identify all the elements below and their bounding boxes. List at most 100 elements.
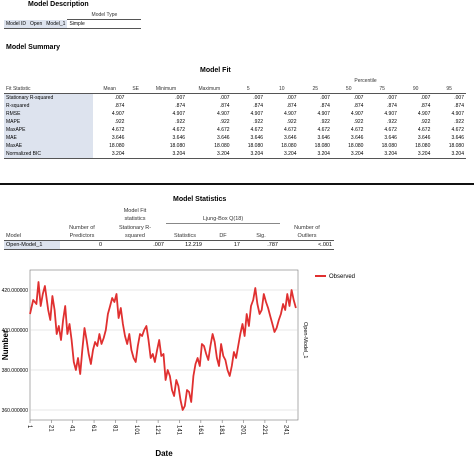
fit-cell: 4.907 bbox=[283, 111, 297, 117]
fit-cell: 3.204 bbox=[317, 151, 330, 157]
model-fit-table: Percentile Fit Statistic Mean SE Minimum Max… bbox=[4, 77, 466, 159]
fit-cell: .007 bbox=[219, 95, 230, 101]
fit-cell bbox=[126, 110, 145, 118]
fit-column-header: SE bbox=[132, 86, 139, 92]
stats-row-df: 17 bbox=[233, 242, 240, 248]
fit-cell: 18.080 bbox=[169, 143, 186, 149]
model-type-value: Simple bbox=[69, 21, 85, 27]
fit-cell: 4.907 bbox=[350, 111, 364, 117]
fit-cell bbox=[126, 150, 145, 159]
fit-column-header: Minimum bbox=[155, 86, 177, 92]
y-axis-label: Number bbox=[1, 330, 10, 360]
fit-row: RMSE 4.907 4.907 4.907 4.907 4.907 4.907 4.907 4… bbox=[4, 110, 466, 118]
x-tick-label: 221 bbox=[261, 425, 267, 436]
fit-cell: 18.080 bbox=[415, 143, 431, 149]
df-header: DF bbox=[219, 233, 227, 239]
fit-cell: .922 bbox=[454, 119, 464, 125]
fit-row-label: MaxAE bbox=[4, 142, 93, 150]
x-axis-label: Date bbox=[155, 449, 173, 458]
fit-cell: 4.907 bbox=[250, 111, 264, 117]
fit-cell: 4.907 bbox=[384, 111, 397, 117]
predictors-header-2: Predictors bbox=[69, 233, 95, 239]
model-statistics-table: Model Fit statistics Ljung-Box Q(18) Num… bbox=[4, 207, 334, 250]
fit-column-header: 90 bbox=[412, 86, 419, 92]
section-divider bbox=[0, 183, 474, 185]
x-tick-label: 121 bbox=[154, 425, 160, 436]
x-axis-ticks: 1 21 41 61 81 101 121 141 161 181 201 221 241 bbox=[26, 420, 288, 436]
fit-stats-header-1: Model Fit bbox=[123, 208, 147, 214]
fit-cell: .922 bbox=[286, 119, 297, 125]
x-tick-label: 1 bbox=[26, 425, 32, 429]
x-tick-label: 201 bbox=[240, 425, 246, 436]
fit-row: Stationary R-squared .007 .007 .007 .007 .007… bbox=[4, 93, 466, 102]
model-type-header: Model Type bbox=[67, 11, 142, 20]
fit-cell: 4.907 bbox=[451, 111, 464, 117]
fit-cell: .874 bbox=[253, 103, 264, 109]
fit-cell: 3.646 bbox=[283, 135, 297, 141]
fit-cell: .874 bbox=[454, 103, 464, 109]
fit-stats-header-4: squared bbox=[125, 233, 145, 239]
fit-column-header: 10 bbox=[278, 86, 285, 92]
fit-cell: 4.672 bbox=[384, 127, 397, 133]
fit-row-label: MaxAPE bbox=[4, 126, 93, 134]
fit-cell: 4.672 bbox=[317, 127, 330, 133]
fit-row: MAE 3.646 3.646 3.646 3.646 3.646 3.646 3.646 3.… bbox=[4, 134, 466, 142]
y-tick-label: 400.000000 bbox=[2, 328, 29, 334]
fit-cell: 4.672 bbox=[350, 127, 364, 133]
fit-row-label: RMSE bbox=[4, 110, 93, 118]
ljung-box-header: Ljung-Box Q(18) bbox=[166, 215, 280, 224]
fit-cell: .922 bbox=[114, 119, 125, 125]
outliers-header-1: Number of bbox=[294, 224, 320, 231]
fit-stats-header-3: Stationary R- bbox=[118, 224, 152, 231]
fit-cell: .007 bbox=[420, 95, 431, 101]
fit-cell: .874 bbox=[175, 103, 186, 109]
fit-cell: .007 bbox=[286, 95, 297, 101]
percentile-header: Percentile bbox=[354, 78, 377, 84]
fit-cell: 18.080 bbox=[281, 143, 297, 149]
y-tick-label: 380.000000 bbox=[2, 368, 29, 374]
model-id-model: Model_1 bbox=[44, 19, 68, 29]
fit-cell: .922 bbox=[353, 119, 364, 125]
x-tick-label: 181 bbox=[218, 425, 224, 436]
model-header: Model bbox=[6, 233, 21, 239]
stats-row-statistics: 12.219 bbox=[185, 242, 202, 248]
fit-row: MAPE .922 .922 .922 .922 .922 .922 .922 .922 .922… bbox=[4, 118, 466, 126]
model-side-label: Open-Model_1 bbox=[302, 322, 308, 358]
fit-cell: 4.672 bbox=[283, 127, 297, 133]
fit-cell: .007 bbox=[114, 95, 125, 101]
fit-row-label: Stationary R-squared bbox=[4, 93, 93, 102]
fit-cell: .007 bbox=[320, 95, 330, 101]
x-tick-label: 161 bbox=[197, 425, 203, 436]
fit-cell: 3.646 bbox=[250, 135, 264, 141]
fit-cell: 3.646 bbox=[350, 135, 364, 141]
fit-cell bbox=[126, 102, 145, 110]
fit-cell: 3.204 bbox=[384, 151, 397, 157]
fit-cell: 3.204 bbox=[417, 151, 431, 157]
model-fit-title: Model Fit bbox=[200, 67, 231, 74]
x-tick-label: 141 bbox=[175, 425, 181, 436]
fit-column-header: 25 bbox=[312, 86, 319, 92]
grid-lines bbox=[30, 289, 298, 411]
fit-column-header: 95 bbox=[446, 86, 452, 92]
fit-cell: 18.080 bbox=[247, 143, 264, 149]
fit-cell: .007 bbox=[387, 95, 397, 101]
fit-cell: 3.204 bbox=[172, 151, 186, 157]
fit-cell: 18.080 bbox=[314, 143, 330, 149]
fit-cell: .007 bbox=[175, 95, 186, 101]
fit-cell: .874 bbox=[420, 103, 431, 109]
fit-row: Normalized BIC 3.204 3.204 3.204 3.204 3.204 3… bbox=[4, 150, 466, 159]
fit-cell: .007 bbox=[454, 95, 464, 101]
fit-column-header: 5 bbox=[246, 86, 250, 92]
stats-row-outliers: <.001 bbox=[318, 242, 332, 248]
fit-cell: .874 bbox=[114, 103, 125, 109]
fit-cell: 3.646 bbox=[317, 135, 330, 141]
fit-cell: 18.080 bbox=[214, 143, 230, 149]
fit-cell: 18.080 bbox=[109, 143, 125, 149]
fit-row-label: MAE bbox=[4, 134, 93, 142]
time-series-chart: 360.000000 380.000000 400.000000 420.000000… bbox=[1, 269, 355, 458]
y-axis-ticks: 360.000000 380.000000 400.000000 420.000000 bbox=[2, 288, 29, 414]
fit-cell: 4.672 bbox=[250, 127, 264, 133]
model-id-name: Open bbox=[28, 19, 45, 29]
fit-column-header: 50 bbox=[345, 86, 352, 92]
fit-column-header: Fit Statistic bbox=[6, 86, 31, 92]
